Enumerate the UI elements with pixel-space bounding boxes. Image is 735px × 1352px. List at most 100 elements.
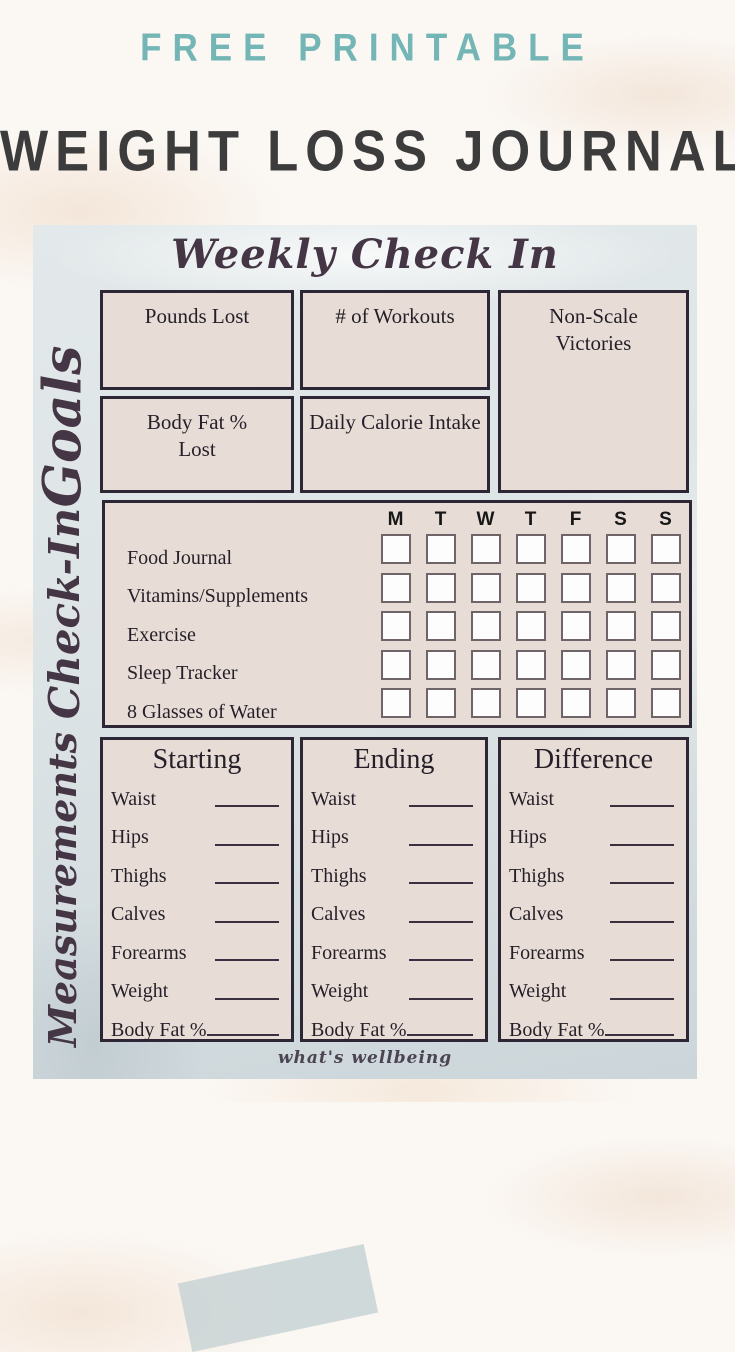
fill-in-line[interactable] bbox=[215, 997, 279, 1000]
day-checkbox[interactable] bbox=[560, 649, 591, 680]
goal-box-label: Pounds Lost bbox=[144, 304, 250, 328]
fill-in-line[interactable] bbox=[409, 959, 473, 962]
day-checkbox[interactable] bbox=[515, 688, 546, 718]
day-checkbox[interactable] bbox=[380, 688, 411, 718]
checkin-row-label: 8 Glasses of Water bbox=[127, 700, 277, 723]
goal-box-pounds-lost[interactable]: Pounds Lost bbox=[100, 290, 294, 390]
fill-in-line[interactable] bbox=[215, 959, 279, 962]
checkbox-grid bbox=[373, 534, 688, 727]
fill-in-line[interactable] bbox=[409, 882, 473, 885]
checkin-row-label: Sleep Tracker bbox=[127, 662, 238, 685]
checkin-row-label: Vitamins/Supplements bbox=[127, 585, 309, 608]
day-header-monday: M bbox=[387, 509, 404, 530]
day-checkbox[interactable] bbox=[650, 611, 681, 641]
measurement-row: Body Fat % bbox=[111, 1011, 279, 1050]
day-checkbox[interactable] bbox=[380, 611, 411, 641]
measurements-column-title: Starting bbox=[152, 744, 242, 775]
fill-in-line[interactable] bbox=[604, 1034, 674, 1037]
day-checkbox[interactable] bbox=[470, 611, 501, 641]
checkin-row-label: Food Journal bbox=[127, 546, 232, 569]
day-checkbox[interactable] bbox=[425, 649, 456, 680]
measurements-column-title: Difference bbox=[533, 744, 654, 775]
journal-title: Weekly Check In bbox=[171, 231, 559, 278]
fill-in-line[interactable] bbox=[409, 805, 473, 808]
fill-in-line[interactable] bbox=[409, 997, 473, 1000]
day-checkbox[interactable] bbox=[650, 534, 681, 564]
fill-in-line[interactable] bbox=[215, 843, 279, 846]
measurement-row: Forearms bbox=[509, 934, 674, 973]
day-checkbox[interactable] bbox=[470, 572, 501, 603]
day-checkbox[interactable] bbox=[605, 572, 636, 603]
day-header-tuesday: T bbox=[434, 509, 447, 530]
fill-in-line[interactable] bbox=[206, 1034, 279, 1037]
fill-in-line[interactable] bbox=[215, 805, 279, 808]
measurement-row: Calves bbox=[509, 896, 674, 935]
paper-corner-decoration bbox=[177, 1244, 379, 1352]
fill-in-line[interactable] bbox=[215, 882, 279, 885]
fill-in-line[interactable] bbox=[215, 920, 279, 923]
day-checkbox[interactable] bbox=[515, 611, 546, 641]
day-checkbox[interactable] bbox=[380, 572, 411, 603]
pin-header: FREE PRINTABLE WEIGHT LOSS JOURNAL bbox=[0, 0, 735, 183]
fill-in-line[interactable] bbox=[610, 959, 674, 962]
goal-box-body-fat-lost[interactable]: Body Fat % Lost bbox=[100, 396, 294, 493]
checkin-row-label: Exercise bbox=[127, 623, 196, 646]
fill-in-line[interactable] bbox=[610, 805, 674, 808]
measurement-row: Weight bbox=[311, 973, 473, 1012]
goal-box-label: Non-Scale Victories bbox=[549, 304, 638, 356]
fill-in-line[interactable] bbox=[610, 882, 674, 885]
day-checkbox[interactable] bbox=[470, 688, 501, 718]
measurement-row: Hips bbox=[509, 819, 674, 858]
goal-box-label: Body Fat % Lost bbox=[146, 410, 248, 462]
day-checkbox[interactable] bbox=[515, 534, 546, 564]
day-checkbox[interactable] bbox=[515, 572, 546, 603]
fill-in-line[interactable] bbox=[610, 997, 674, 1000]
goal-box-workouts[interactable]: # of Workouts bbox=[300, 290, 490, 390]
fill-in-line[interactable] bbox=[409, 920, 473, 923]
day-checkbox[interactable] bbox=[425, 534, 456, 564]
day-checkbox[interactable] bbox=[605, 611, 636, 641]
goal-box-non-scale-victories[interactable]: Non-Scale Victories bbox=[498, 290, 689, 493]
measurement-row: Body Fat % bbox=[509, 1011, 674, 1050]
day-checkbox[interactable] bbox=[380, 649, 411, 680]
measurement-row: Thighs bbox=[111, 857, 279, 896]
fill-in-line[interactable] bbox=[610, 843, 674, 846]
day-checkbox[interactable] bbox=[470, 534, 501, 564]
measurement-row: Forearms bbox=[111, 934, 279, 973]
day-header-thursday: T bbox=[524, 509, 537, 530]
day-checkbox[interactable] bbox=[425, 688, 456, 718]
measurement-row: Calves bbox=[111, 896, 279, 935]
measurement-row: Weight bbox=[111, 973, 279, 1012]
measurement-row: Calves bbox=[311, 896, 473, 935]
fill-in-line[interactable] bbox=[406, 1034, 473, 1037]
day-header-saturday: S bbox=[614, 509, 627, 530]
day-checkbox[interactable] bbox=[605, 649, 636, 680]
checkin-row-labels: Food Journal Vitamins/Supplements Exerci… bbox=[127, 539, 308, 732]
section-label-measurements: Measurements bbox=[40, 731, 86, 1047]
brand-watermark: what's wellbeing bbox=[277, 1048, 453, 1068]
goal-box-daily-calorie-intake[interactable]: Daily Calorie Intake bbox=[300, 396, 490, 493]
fill-in-line[interactable] bbox=[409, 843, 473, 846]
day-checkbox[interactable] bbox=[650, 649, 681, 680]
day-checkbox[interactable] bbox=[380, 534, 411, 564]
day-checkbox[interactable] bbox=[425, 611, 456, 641]
day-checkbox[interactable] bbox=[605, 534, 636, 564]
day-checkbox[interactable] bbox=[605, 688, 636, 718]
day-checkbox[interactable] bbox=[425, 572, 456, 603]
measurement-row: Hips bbox=[311, 819, 473, 858]
journal-sheet: Weekly Check In Goals Check-In Measureme… bbox=[33, 225, 697, 1352]
measurement-row: Weight bbox=[509, 973, 674, 1012]
day-checkbox[interactable] bbox=[560, 688, 591, 718]
day-checkbox[interactable] bbox=[560, 572, 591, 603]
day-header-wednesday: W bbox=[476, 509, 495, 530]
day-checkbox[interactable] bbox=[560, 611, 591, 641]
day-checkbox[interactable] bbox=[470, 649, 501, 680]
fill-in-line[interactable] bbox=[610, 920, 674, 923]
day-checkbox[interactable] bbox=[560, 534, 591, 564]
measurement-row: Forearms bbox=[311, 934, 473, 973]
day-checkbox[interactable] bbox=[515, 649, 546, 680]
day-checkbox[interactable] bbox=[650, 688, 681, 718]
day-checkbox[interactable] bbox=[650, 572, 681, 603]
day-header-friday: F bbox=[569, 509, 582, 530]
measurement-row: Body Fat % bbox=[311, 1011, 473, 1050]
